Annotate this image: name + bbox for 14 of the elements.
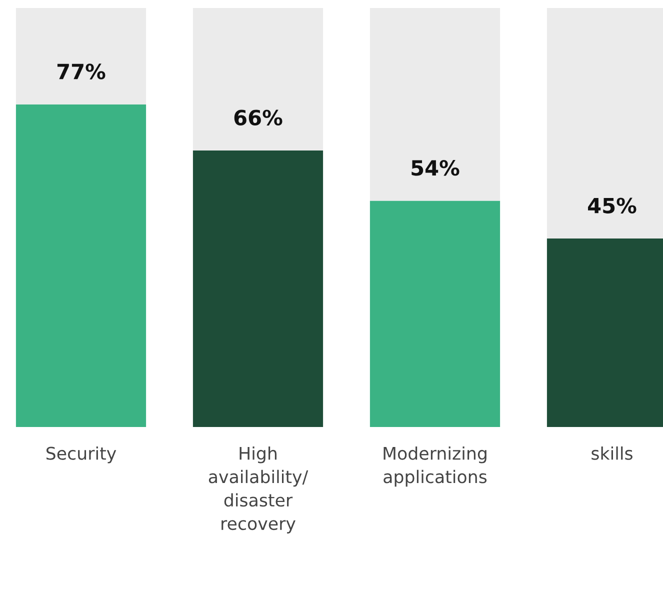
x-tick-label: Security <box>46 446 116 464</box>
bar <box>370 200 500 427</box>
x-tick-label: skills <box>592 446 632 460</box>
bar <box>16 8 146 104</box>
bar <box>192 8 324 150</box>
data-label: 77% <box>57 64 106 80</box>
bar <box>192 150 324 427</box>
data-label: 54% <box>412 160 460 176</box>
data-label: 66% <box>234 110 282 126</box>
data-label: 45% <box>588 198 636 214</box>
x-tick-label: High availability/ disaster recovery <box>208 446 308 534</box>
x-tick-label: Modernizing applications <box>384 446 487 487</box>
bar <box>370 8 500 201</box>
bar <box>16 104 146 427</box>
